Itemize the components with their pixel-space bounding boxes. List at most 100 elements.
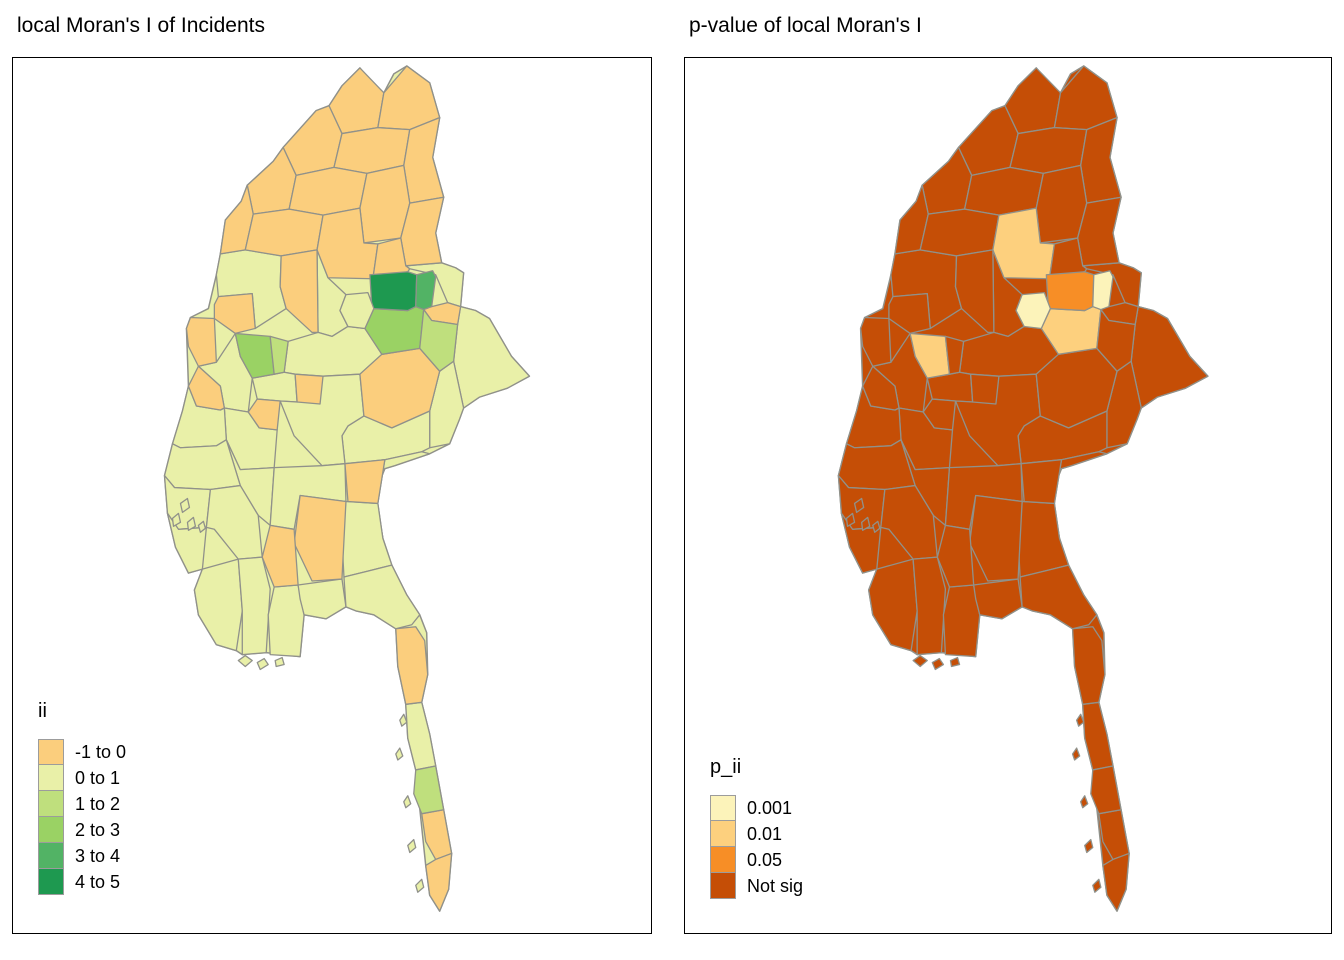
left-map-title: local Moran's I of Incidents: [17, 14, 265, 37]
district-o03: [282, 105, 343, 176]
district-o05: [1080, 117, 1122, 204]
district-f20: [868, 558, 918, 652]
district-g05: [1045, 271, 1095, 312]
district-g04: [419, 308, 459, 372]
district-o20: [247, 398, 281, 431]
morans-legend-label-1: 0 to 1: [75, 768, 121, 788]
district-o11: [919, 208, 1000, 257]
district-f16: [163, 439, 241, 491]
district-g02: [944, 335, 965, 375]
p-legend-swatch-0: [710, 795, 736, 821]
morans-legend-label-2: 1 to 2: [75, 794, 121, 814]
district-o20: [922, 398, 957, 431]
district-i07: [1075, 713, 1085, 727]
district-o18: [861, 365, 900, 411]
district-i06: [949, 656, 961, 668]
district-o17: [859, 316, 892, 367]
district-o24: [936, 524, 975, 588]
district-o25: [1071, 626, 1106, 705]
district-i01: [179, 497, 191, 514]
morans-legend-label-5: 4 to 5: [75, 872, 121, 892]
p-value-map: [837, 65, 1209, 912]
district-i05: [256, 657, 269, 671]
district-g02: [269, 335, 289, 375]
district-f24: [1017, 500, 1070, 578]
district-g04: [1096, 308, 1136, 372]
morans-legend-swatch-5: [38, 869, 64, 895]
district-f21: [237, 556, 271, 656]
district-f06: [1130, 305, 1209, 409]
district-f23: [297, 578, 347, 620]
district-o25: [395, 626, 429, 705]
district-i05: [931, 657, 945, 671]
district-f12: [279, 373, 365, 467]
morans-legend-swatch-4: [38, 843, 64, 869]
district-f24: [341, 500, 393, 578]
district-i04: [912, 654, 928, 668]
morans-legend-item: 1 to 2: [38, 791, 126, 817]
district-i08: [1071, 747, 1081, 761]
morans-legend-item: 3 to 4: [38, 843, 126, 869]
district-i06: [274, 656, 285, 668]
morans-legend-swatch-2: [38, 791, 64, 817]
district-o19: [294, 373, 324, 405]
p-legend-swatch-2: [710, 847, 736, 873]
p-legend-label-2: 0.05: [747, 850, 783, 870]
district-g07: [1015, 292, 1052, 330]
district-i07: [399, 713, 408, 727]
district-f20: [193, 558, 243, 652]
district-i02: [171, 512, 182, 527]
right-map-panel: [684, 57, 1332, 934]
morans-legend-label-4: 3 to 4: [75, 846, 121, 866]
district-o17: [185, 316, 218, 367]
right-map-title: p-value of local Moran's I: [689, 14, 922, 37]
district-f16: [837, 439, 916, 491]
district-o19: [969, 373, 1000, 405]
p-value-legend: p_ii 0.001 0.01 0.05 Not sig: [710, 756, 803, 899]
district-o02: [1053, 65, 1118, 131]
district-f21: [912, 556, 947, 656]
morans-legend-item: -1 to 0: [38, 739, 126, 765]
district-i12: [872, 520, 881, 533]
p-legend-item: 0.001: [710, 795, 803, 821]
district-i11: [415, 878, 425, 893]
morans-legend-item: 2 to 3: [38, 817, 126, 843]
district-f22: [942, 584, 981, 658]
district-f23: [973, 578, 1023, 620]
district-f25: [1019, 564, 1098, 630]
district-i03: [186, 516, 197, 531]
morans-i-map: [163, 65, 531, 912]
morans-legend-label-0: -1 to 0: [75, 742, 127, 762]
p-value-legend-title: p_ii: [710, 756, 742, 778]
district-i11: [1092, 878, 1102, 893]
district-o27: [425, 852, 453, 912]
district-o27: [1102, 852, 1130, 912]
district-o15: [954, 249, 995, 334]
district-o15: [279, 249, 319, 334]
district-f22: [267, 584, 305, 658]
district-o22: [1020, 459, 1063, 505]
morans-legend-label-3: 2 to 3: [75, 820, 121, 840]
district-o24: [261, 524, 299, 588]
district-o22: [344, 459, 386, 505]
district-o07: [288, 166, 368, 216]
p-legend-swatch-3: [710, 873, 736, 899]
district-o11: [244, 208, 324, 257]
p-legend-label-1: 0.01: [747, 824, 783, 844]
district-f12: [954, 373, 1041, 467]
district-i08: [395, 747, 404, 761]
p-legend-swatch-1: [710, 821, 736, 847]
district-i09: [1080, 795, 1089, 809]
district-i02: [845, 512, 856, 527]
district-o03: [957, 105, 1019, 176]
morans-legend-item: 0 to 1: [38, 765, 126, 791]
district-f26: [1082, 701, 1114, 771]
morans-legend-item: 4 to 5: [38, 869, 126, 895]
district-g01: [234, 332, 275, 379]
p-legend-label-0: 0.001: [747, 798, 793, 818]
district-i09: [403, 795, 412, 809]
district-g01: [909, 332, 951, 379]
district-i10: [407, 838, 417, 854]
district-i03: [860, 516, 871, 531]
